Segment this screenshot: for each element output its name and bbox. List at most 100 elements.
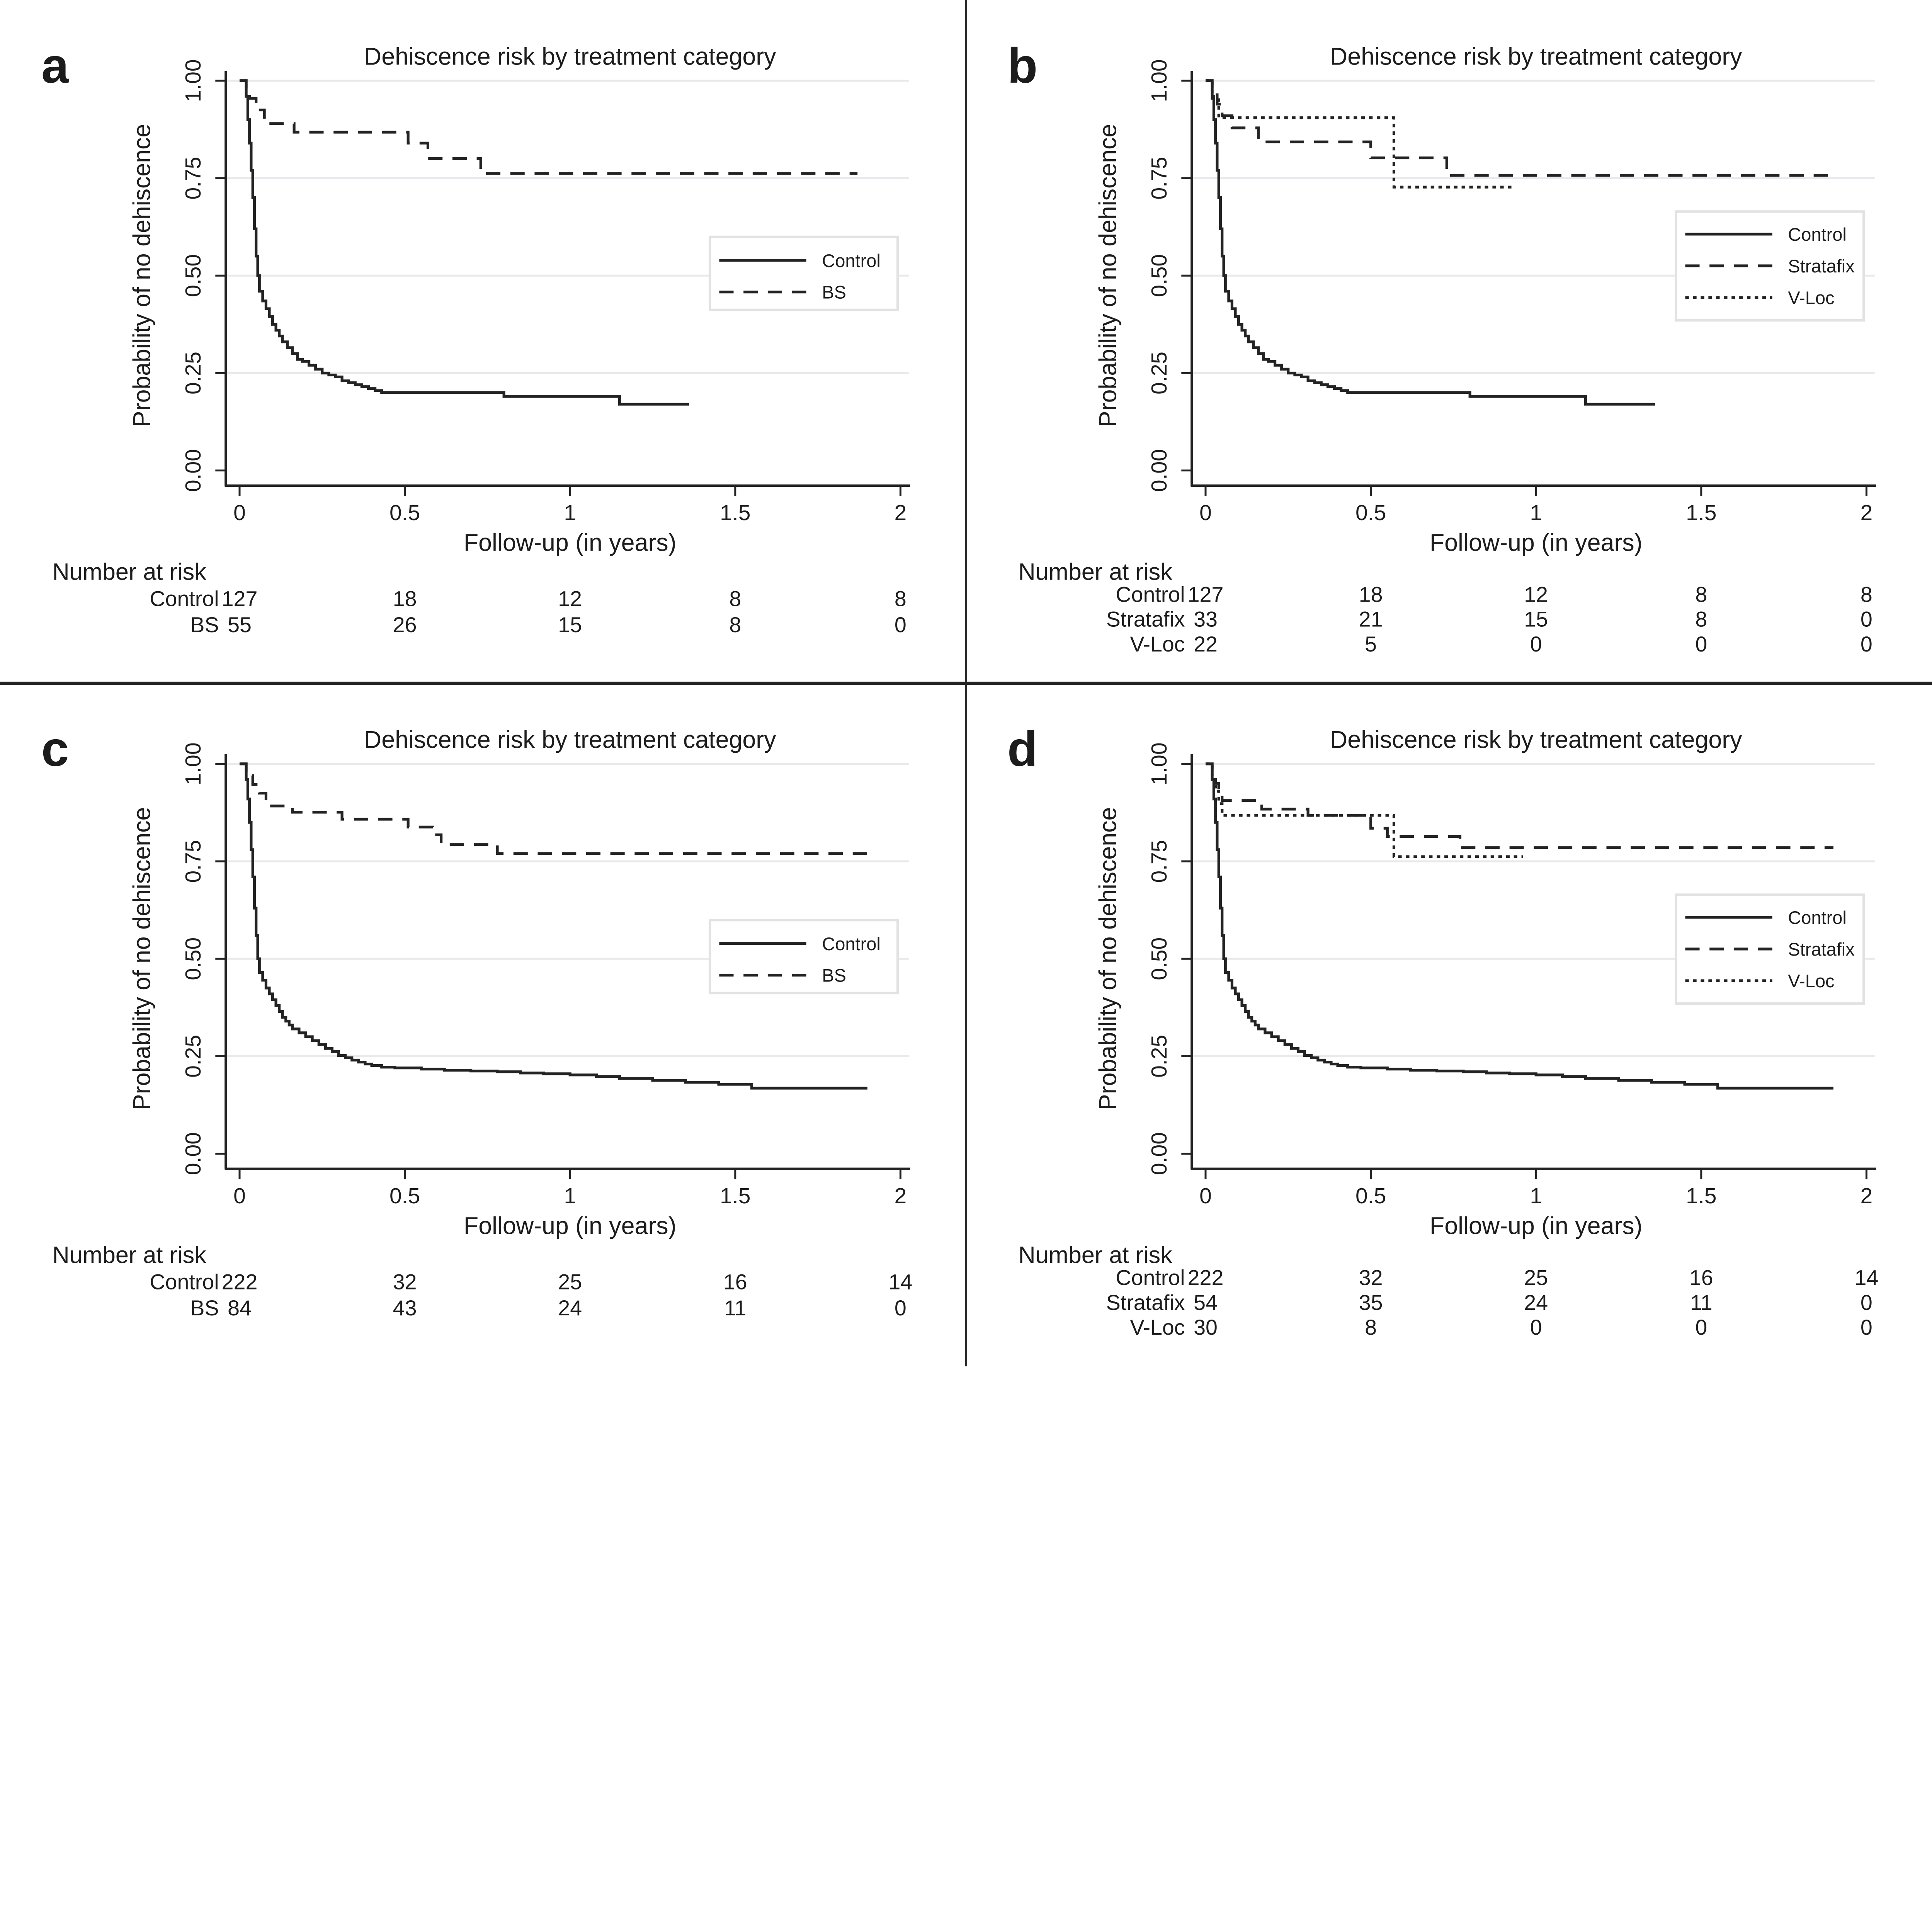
x-tick-label-1: 1 <box>564 500 576 525</box>
risk-row-label-stratafix: Stratafix <box>1106 1291 1185 1315</box>
x-tick-label-1.5: 1.5 <box>720 1184 750 1208</box>
risk-count-control-t2: 8 <box>1861 583 1872 607</box>
risk-count-v-loc-t0: 30 <box>1194 1315 1218 1339</box>
legend-label-stratafix: Stratafix <box>1788 939 1855 959</box>
y-tick-label-0.50: 0.50 <box>1147 254 1172 297</box>
y-tick-label-0.00: 0.00 <box>181 1132 206 1175</box>
risk-count-control-t1.5: 16 <box>1689 1266 1713 1289</box>
risk-count-v-loc-t0: 22 <box>1194 632 1218 656</box>
x-tick-label-1: 1 <box>564 1184 576 1208</box>
km-curve-control <box>1206 762 1833 1090</box>
x-tick-label-0: 0 <box>233 1184 246 1208</box>
x-tick-label-2: 2 <box>1861 500 1873 525</box>
risk-count-control-t1.5: 8 <box>729 587 741 611</box>
risk-count-bs-t0.5: 43 <box>393 1296 417 1320</box>
number-at-risk-header: Number at risk <box>1018 559 1172 585</box>
panel-cell-a: 0.00 0.25 0.50 0.75 1.00 0 0.5 1 1.5 2 Probability… <box>0 0 966 683</box>
panel-letter: d <box>1007 721 1037 777</box>
y-tick-label-1.00: 1.00 <box>181 742 206 785</box>
x-tick-label-0: 0 <box>1199 500 1212 525</box>
x-tick-label-0: 0 <box>1199 1184 1212 1208</box>
legend-label-control: Control <box>1788 224 1847 245</box>
x-tick-label-1.5: 1.5 <box>1686 1184 1716 1208</box>
y-tick-label-0.75: 0.75 <box>181 157 206 200</box>
chart-title: Dehiscence risk by treatment category <box>1330 43 1742 70</box>
panel-grid: 0.00 0.25 0.50 0.75 1.00 0 0.5 1 1.5 2 Probability… <box>0 0 1932 1366</box>
chart-title: Dehiscence risk by treatment category <box>364 43 776 70</box>
risk-count-stratafix-t1.5: 8 <box>1695 607 1707 631</box>
y-tick-label-0.75: 0.75 <box>1147 157 1172 200</box>
y-axis-title: Probability of no dehiscence <box>1094 807 1121 1110</box>
risk-count-bs-t1: 24 <box>558 1296 582 1320</box>
risk-count-control-t1: 12 <box>558 587 582 611</box>
risk-count-control-t0: 222 <box>222 1270 258 1294</box>
risk-count-stratafix-t2: 0 <box>1861 607 1872 631</box>
y-tick-label-1.00: 1.00 <box>1147 59 1172 102</box>
km-curve-stratafix <box>1206 79 1833 177</box>
risk-count-v-loc-t2: 0 <box>1861 1315 1872 1339</box>
panel-c: 0.00 0.25 0.50 0.75 1.00 0 0.5 1 1.5 2 Probability… <box>41 721 912 1320</box>
risk-count-control-t1.5: 8 <box>1695 583 1707 607</box>
risk-count-control-t2: 14 <box>1854 1266 1878 1289</box>
risk-count-control-t1: 12 <box>1524 583 1548 607</box>
y-axis-title: Probability of no dehiscence <box>1094 124 1121 427</box>
risk-count-stratafix-t0.5: 21 <box>1359 607 1383 631</box>
risk-count-bs-t2: 0 <box>895 1296 906 1320</box>
x-tick-label-2: 2 <box>1861 1184 1873 1208</box>
risk-count-bs-t0.5: 26 <box>393 613 417 637</box>
y-tick-label-0.25: 0.25 <box>181 352 206 395</box>
y-tick-label-0.50: 0.50 <box>181 254 206 297</box>
risk-count-v-loc-t0.5: 8 <box>1365 1315 1377 1339</box>
y-tick-label-0.00: 0.00 <box>1147 449 1172 492</box>
legend-label-bs: BS <box>822 965 846 986</box>
panel-c-chart: 0.00 0.25 0.50 0.75 1.00 0 0.5 1 1.5 2 Probability… <box>41 721 912 1320</box>
risk-count-stratafix-t2: 0 <box>1861 1291 1872 1315</box>
x-axis-title: Follow-up (in years) <box>464 529 677 556</box>
y-tick-label-0.25: 0.25 <box>181 1035 206 1078</box>
number-at-risk-header: Number at risk <box>1018 1242 1172 1268</box>
x-tick-label-0.5: 0.5 <box>389 1184 420 1208</box>
risk-count-control-t0.5: 32 <box>1359 1266 1383 1289</box>
panel-b: 0.00 0.25 0.50 0.75 1.00 0 0.5 1 1.5 2 Probability… <box>1007 38 1876 656</box>
risk-count-stratafix-t0.5: 35 <box>1359 1291 1383 1315</box>
y-tick-label-1.00: 1.00 <box>1147 742 1172 785</box>
panel-cell-d: 0.00 0.25 0.50 0.75 1.00 0 0.5 1 1.5 2 Probability… <box>966 683 1932 1366</box>
panel-b-chart: 0.00 0.25 0.50 0.75 1.00 0 0.5 1 1.5 2 Probability… <box>1007 38 1876 656</box>
km-curve-stratafix <box>1206 762 1833 849</box>
risk-row-label-stratafix: Stratafix <box>1106 607 1185 631</box>
km-curve-bs <box>240 79 858 175</box>
x-axis-title: Follow-up (in years) <box>464 1213 677 1240</box>
km-curve-v-loc <box>1206 79 1513 189</box>
y-tick-label-0.75: 0.75 <box>181 840 206 883</box>
legend: Control BS <box>709 919 899 995</box>
panel-letter: b <box>1007 38 1037 94</box>
x-tick-label-0.5: 0.5 <box>389 500 420 525</box>
risk-count-v-loc-t1.5: 0 <box>1695 632 1707 656</box>
panel-letter: c <box>41 721 69 777</box>
x-tick-label-2: 2 <box>895 1184 907 1208</box>
risk-count-stratafix-t0: 33 <box>1194 607 1218 631</box>
x-tick-label-1.5: 1.5 <box>1686 500 1716 525</box>
y-tick-label-0.50: 0.50 <box>181 937 206 980</box>
risk-row-label-bs: BS <box>190 613 219 637</box>
risk-count-v-loc-t1: 0 <box>1530 632 1542 656</box>
risk-count-v-loc-t1: 0 <box>1530 1315 1542 1339</box>
legend-label-v-loc: V-Loc <box>1788 287 1834 308</box>
risk-count-stratafix-t1.5: 11 <box>1690 1291 1713 1315</box>
y-axis-title: Probability of no dehiscence <box>128 124 155 427</box>
legend: Control Stratafix V-Loc <box>1675 210 1865 322</box>
risk-row-label-control: Control <box>1116 1266 1185 1289</box>
risk-row-label-control: Control <box>1116 583 1185 607</box>
risk-count-bs-t0: 84 <box>228 1296 252 1320</box>
risk-count-control-t1: 25 <box>1524 1266 1548 1289</box>
risk-count-bs-t0: 55 <box>228 613 252 637</box>
x-tick-label-1.5: 1.5 <box>720 500 750 525</box>
x-tick-label-1: 1 <box>1530 1184 1542 1208</box>
risk-count-stratafix-t0: 54 <box>1194 1291 1218 1315</box>
x-axis-title: Follow-up (in years) <box>1430 1213 1643 1240</box>
risk-count-control-t0: 127 <box>1188 583 1224 607</box>
risk-row-label-v-loc: V-Loc <box>1130 632 1185 656</box>
